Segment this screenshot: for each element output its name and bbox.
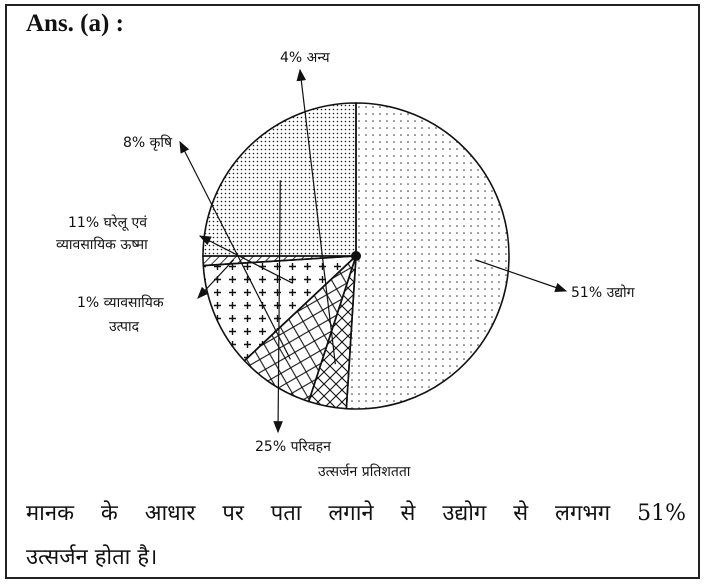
leader-arrow-domestic-heat <box>198 235 294 284</box>
leader-arrow-other <box>296 68 336 365</box>
slice-label-products-line2: उत्पाद <box>109 319 140 335</box>
leader-arrow-transport <box>273 180 283 434</box>
answer-frame <box>5 4 700 579</box>
answer-heading: Ans. (a) : <box>26 10 124 37</box>
conclusion-text: मानक के आधार पर पता लगाने से उद्योग से ल… <box>26 492 686 580</box>
slice-label-transport: 25% परिवहन <box>255 438 331 455</box>
pie-center-dot <box>351 251 361 261</box>
leader-arrow-commercial-products <box>197 259 235 299</box>
slice-label-industry: 51% उद्योग <box>571 284 636 301</box>
slice-label-other: 4% अन्य <box>280 50 330 66</box>
slice-label-agriculture: 8% कृषि <box>123 134 173 151</box>
conclusion-line-2: उत्सर्जन होता है। <box>26 545 158 570</box>
pie-slice-industry <box>345 102 510 410</box>
chart-caption: उत्सर्जन प्रतिशतता <box>318 463 411 480</box>
conclusion-line-1: मानक के आधार पर पता लगाने से उद्योग से ल… <box>26 501 686 526</box>
leader-arrow-industry <box>475 259 568 293</box>
pie-leader-arrows <box>179 68 568 434</box>
slice-label-products-line1: 1% व्यावसायिक <box>77 294 164 311</box>
leader-arrow-agriculture <box>179 140 291 360</box>
slice-label-domestic-line1: 11% घरेलू एवं <box>68 214 147 231</box>
slice-label-domestic-line2: व्यावसायिक ऊष्मा <box>56 236 148 253</box>
